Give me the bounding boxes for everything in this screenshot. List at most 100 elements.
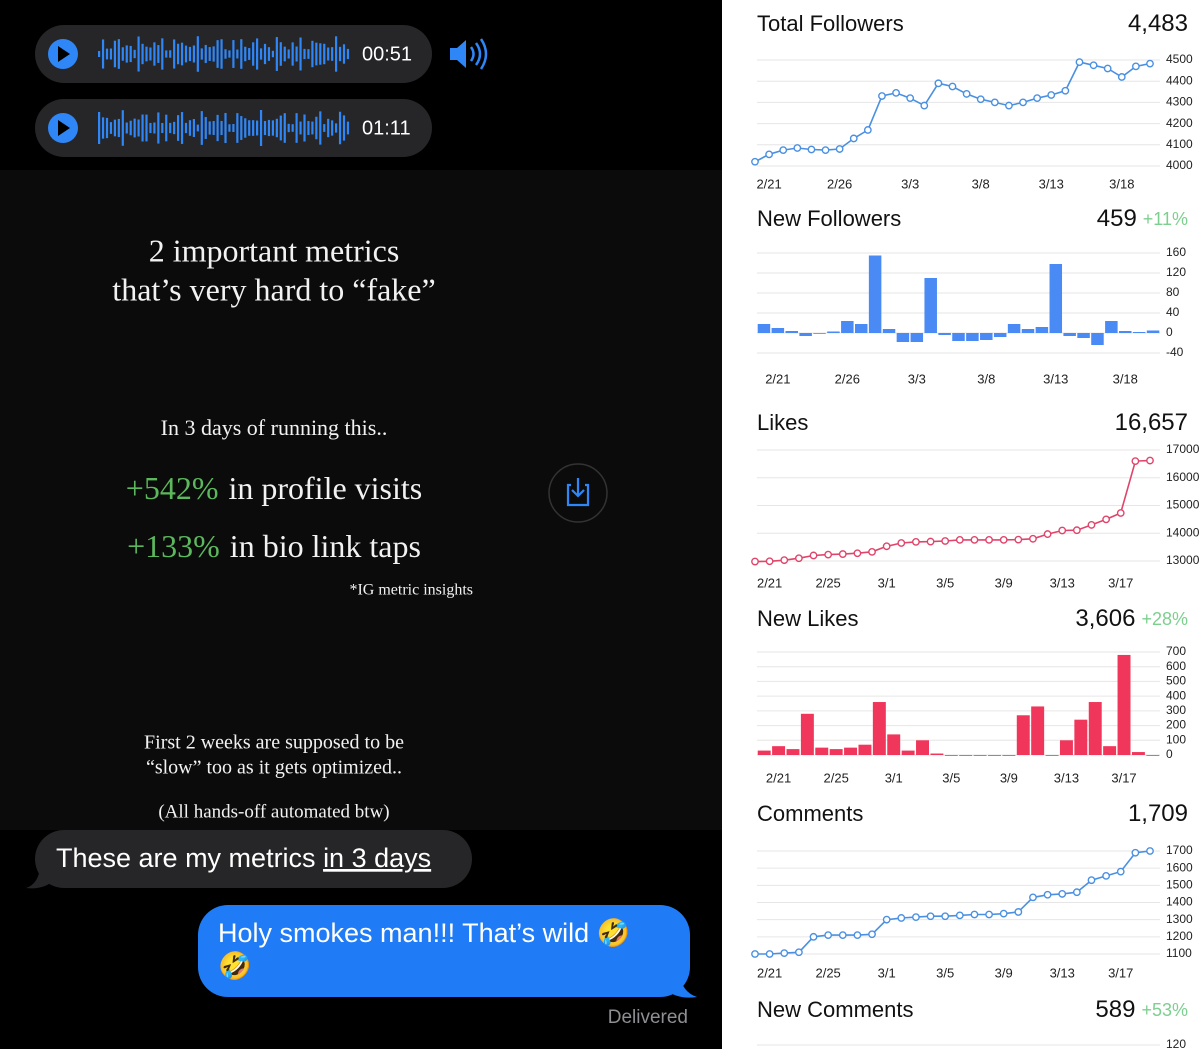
waveform-bar — [157, 112, 160, 144]
note: First 2 weeks are supposed to be — [144, 732, 404, 754]
bar — [1103, 746, 1117, 755]
waveform-bar — [105, 117, 109, 139]
chart-header: New Comments — [757, 997, 913, 1022]
waveform-bar — [295, 46, 298, 62]
metrics-panel — [722, 0, 1200, 1049]
point — [1019, 98, 1027, 107]
waveform-bar — [335, 123, 338, 133]
x-tick-label: 3/9 — [995, 575, 1013, 590]
bar — [772, 746, 786, 755]
waveform-bar — [331, 120, 334, 136]
waveform-bar — [295, 113, 298, 143]
y-tick-label: 40 — [1166, 305, 1180, 319]
waveform-bar — [311, 40, 314, 68]
point — [934, 79, 943, 88]
point — [970, 536, 979, 544]
waveform-bar — [113, 119, 116, 137]
waveform-bar — [319, 43, 322, 65]
total-value: 589 — [1095, 996, 1135, 1023]
y-tick-label: 0 — [1166, 747, 1173, 761]
bar — [896, 333, 910, 342]
point — [941, 537, 950, 545]
x-tick-label: 3/5 — [942, 770, 960, 785]
point — [765, 150, 774, 159]
speaker — [450, 40, 466, 68]
point — [853, 931, 862, 940]
bar — [1105, 321, 1118, 333]
stat-change: +542% — [126, 470, 219, 506]
x-tick-label: 2/21 — [757, 965, 782, 980]
point — [838, 931, 847, 940]
speaker-waves — [469, 38, 488, 70]
waveform-bar — [259, 110, 263, 146]
point — [765, 557, 774, 566]
y-tick-label: 400 — [1166, 688, 1186, 702]
play-icon — [58, 120, 70, 136]
share-icon — [566, 478, 590, 507]
point — [751, 950, 759, 958]
waveform-bar — [248, 48, 251, 60]
x-tick-label: 3/17 — [1111, 770, 1136, 785]
waveform-bar — [279, 115, 282, 141]
waveform-bar — [101, 39, 105, 69]
headline: that’s very hard to “fake” — [112, 271, 435, 307]
bar — [1016, 715, 1030, 755]
waveform-bar — [303, 48, 306, 60]
point — [1089, 61, 1098, 70]
point — [853, 549, 862, 558]
waveform-bar — [299, 121, 302, 135]
chart-header: New Likes — [757, 606, 858, 631]
bar — [924, 278, 937, 333]
x-tick-label: 2/25 — [815, 575, 840, 590]
point — [976, 95, 985, 104]
waveform-bar — [232, 124, 235, 132]
waveform-bar — [240, 116, 243, 140]
waveform-bar — [307, 121, 310, 135]
message-link[interactable]: in 3 days — [323, 843, 431, 873]
bar — [1074, 719, 1088, 755]
bar — [829, 749, 843, 755]
y-tick-label: 120 — [1166, 1037, 1186, 1049]
waveform-bar — [177, 43, 180, 65]
waveform-bar — [240, 39, 243, 69]
bar — [1146, 755, 1160, 756]
bar — [868, 255, 882, 333]
charts: Total Followers 4,48340004100420043004400… — [751, 10, 1200, 1049]
play-icon — [58, 46, 70, 62]
waveform-bar — [117, 39, 120, 69]
waveform-bar — [145, 114, 148, 142]
point — [990, 98, 999, 107]
y-tick-label: 1600 — [1166, 860, 1193, 874]
headline: 2 important metrics — [149, 232, 400, 268]
speaker-icon[interactable] — [450, 38, 488, 70]
waveform-bar — [145, 46, 148, 62]
y-tick-label: 500 — [1166, 674, 1186, 688]
y-tick-label: 4500 — [1166, 52, 1193, 66]
y-tick-label: 16000 — [1166, 470, 1200, 484]
intro: In 3 days of running this.. — [161, 415, 388, 440]
point — [1033, 94, 1042, 103]
point — [1014, 535, 1023, 544]
received-bubble — [35, 830, 472, 888]
point — [780, 556, 789, 565]
waveform-bar — [335, 36, 338, 72]
waveform-bar — [208, 47, 211, 61]
waveform-bar — [287, 49, 290, 59]
y-tick-label: 300 — [1166, 703, 1186, 717]
waveform-bar — [283, 113, 286, 143]
waveforms — [98, 36, 350, 146]
waveform-bar — [149, 47, 152, 61]
point — [868, 930, 876, 939]
point — [1131, 62, 1140, 71]
bar — [966, 333, 979, 341]
waveform-bar — [212, 46, 215, 62]
point — [1043, 530, 1052, 538]
x-tick-label: 3/5 — [936, 575, 954, 590]
waveform-bar — [200, 111, 203, 145]
point — [1116, 867, 1125, 876]
waveform-bar — [267, 47, 271, 61]
waveform-bar — [271, 120, 274, 136]
bar — [1117, 654, 1131, 755]
waveform-bar — [117, 118, 120, 138]
chart-total: 3,606 +28% — [1075, 605, 1188, 632]
